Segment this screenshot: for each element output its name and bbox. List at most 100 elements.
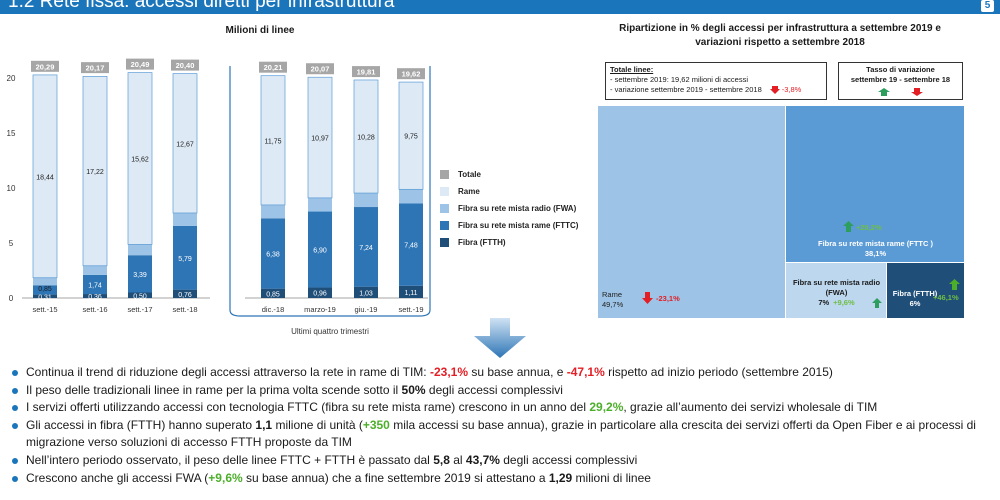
y-tick-label: 20: [7, 74, 16, 83]
data-label: 3,39: [133, 272, 147, 279]
legend-item-fwa: Fibra su rete mista radio (FWA): [440, 200, 600, 217]
total-box: [306, 63, 334, 75]
tile-rame-change: -23,1%: [656, 294, 680, 303]
bar-segment: [399, 285, 423, 298]
x-tick-label: sett.-17: [127, 305, 152, 314]
bar-segment: [33, 285, 57, 295]
bar-segment: [399, 203, 423, 286]
data-label: 7,48: [404, 243, 418, 250]
bar-segment: [82, 76, 108, 267]
x-tick-label: sett.-16: [82, 305, 107, 314]
bullet-text-segment: -23,1%: [429, 365, 468, 379]
breakdown-title: Ripartizione in % degli accessi per infr…: [619, 23, 941, 48]
data-label: 1,74: [88, 282, 102, 289]
total-box: [171, 59, 199, 71]
bullet-text-segment: 29,2%: [589, 400, 624, 415]
bar-segment: [128, 244, 152, 256]
total-box: [352, 66, 380, 78]
x-tick-label: sett.-15: [32, 305, 57, 314]
bullet-item: I servizi offerti utilizzando accessi co…: [12, 399, 997, 417]
total-lines-sept: - settembre 2019: 19,62 milioni di acces…: [610, 75, 748, 84]
left-chart-title: Milioni di linee: [225, 25, 295, 36]
bullet-text-segment: +350: [362, 417, 390, 432]
total-lines-box: Totale linee: - settembre 2019: 19,62 mi…: [605, 62, 827, 100]
total-label: 20,49: [131, 60, 150, 69]
bar-segment: [83, 294, 107, 298]
bar-segment: [353, 79, 379, 194]
red-down-arrow-icon: [910, 88, 923, 96]
tile-fttc-change: +29,2%: [856, 223, 882, 232]
bar-segment: [308, 211, 332, 288]
rate-legend-subtitle: settembre 19 - settembre 18: [850, 75, 951, 84]
total-label: 20,40: [176, 61, 195, 70]
bullet-text-segment: Continua il trend di riduzione degli acc…: [26, 365, 430, 379]
bullet-item: Continua il trend di riduzione degli acc…: [12, 364, 997, 382]
bar-segment: [399, 189, 423, 204]
total-lines-label: Totale linee:: [610, 65, 654, 74]
green-up-arrow-icon: [872, 298, 882, 308]
bar-segment: [172, 73, 198, 214]
legend-label: Fibra (FTTH): [458, 238, 506, 247]
total-box: [259, 61, 287, 73]
data-label: 6,90: [313, 247, 327, 254]
bar-segment: [398, 81, 424, 190]
data-label: 1,03: [359, 290, 373, 297]
x-tick-label: sett.-19: [398, 305, 423, 314]
bullet-item: Gli accessi in fibra (FTTH) hanno supera…: [12, 417, 997, 452]
tile-ftth-name: Fibra (FTTH): [892, 289, 938, 298]
bullet-text-segment: , grazie all’aumento dei servizi wholesa…: [623, 400, 878, 415]
tile-ftth-share: 6%: [909, 299, 921, 308]
bullet-text-segment: I servizi offerti utilizzando accessi co…: [26, 400, 590, 415]
green-up-arrow-icon: [843, 221, 854, 232]
bullet-text-segment: milioni di linee: [572, 470, 651, 485]
legend-item-ftth: Fibra (FTTH): [440, 234, 600, 251]
data-label: 0,50: [133, 293, 147, 300]
treemap-tile-fttc: +29,2% Fibra su rete mista rame (FTTC ) …: [785, 106, 964, 262]
bar-segment: [354, 193, 378, 208]
bar-segment: [32, 74, 58, 279]
tile-fwa-name: Fibra su rete mista radio (FWA): [792, 278, 881, 297]
total-label: 19,81: [357, 68, 376, 77]
total-lines-change-value: -3,8%: [781, 85, 802, 94]
data-label: 12,67: [176, 141, 194, 148]
tile-fttc-share: 38,1%: [864, 249, 887, 258]
data-label: 7,24: [359, 245, 373, 252]
rate-legend-arrows: [843, 88, 958, 99]
tile-fwa-change: +9,6%: [833, 298, 855, 307]
x-tick-label: marzo-19: [304, 305, 336, 314]
data-label: 0,36: [88, 294, 102, 301]
bar-segment: [261, 218, 285, 289]
treemap: Rame 49,7% -23,1% +29,2% Fibra su rete m…: [598, 106, 964, 318]
legend-label: Fibra su rete mista rame (FTTC): [458, 221, 579, 230]
bar-segment: [33, 277, 57, 286]
bullet-text-segment: milione di unità (: [272, 417, 363, 432]
data-label: 0,31: [38, 294, 52, 301]
data-label: 1,11: [404, 290, 417, 297]
tile-rame-name: Rame: [602, 290, 623, 299]
total-lines-change-label: - variazione settembre 2019 - settembre …: [610, 85, 762, 94]
y-tick-label: 10: [7, 184, 16, 193]
tile-fwa-values: 7% +9,6%: [786, 298, 886, 308]
chart-legend: Totale Rame Fibra su rete mista radio (F…: [440, 166, 600, 251]
down-arrow-icon: [474, 318, 526, 358]
data-label: 6,38: [266, 252, 280, 259]
page-title: 1.2 Rete fissa: accessi diretti per infr…: [8, 0, 395, 12]
bar-segment: [173, 289, 197, 298]
bullet-text-segment: Crescono anche gli accessi FWA (: [26, 470, 209, 485]
x-tick-label: giu.-19: [355, 305, 378, 314]
red-down-arrow-icon: [642, 292, 653, 304]
treemap-tile-fwa: Fibra su rete mista radio (FWA) 7% +9,6%: [785, 262, 886, 318]
last-quarters-bracket: [229, 66, 431, 317]
legend-swatch: [440, 204, 449, 213]
total-label: 20,21: [264, 63, 283, 72]
bullet-text-segment: degli accessi complessivi: [499, 452, 638, 467]
bar-segment: [173, 212, 197, 226]
data-label: 15,62: [131, 157, 149, 164]
legend-label: Totale: [458, 170, 481, 179]
x-tick-label: sett.-18: [172, 305, 197, 314]
total-label: 20,29: [36, 62, 55, 71]
bullet-text-segment: Gli accessi in fibra (FTTH) hanno supera…: [26, 417, 256, 432]
bar-segment: [127, 72, 153, 245]
tile-fttc-name: Fibra su rete mista rame (FTTC ): [817, 239, 934, 248]
